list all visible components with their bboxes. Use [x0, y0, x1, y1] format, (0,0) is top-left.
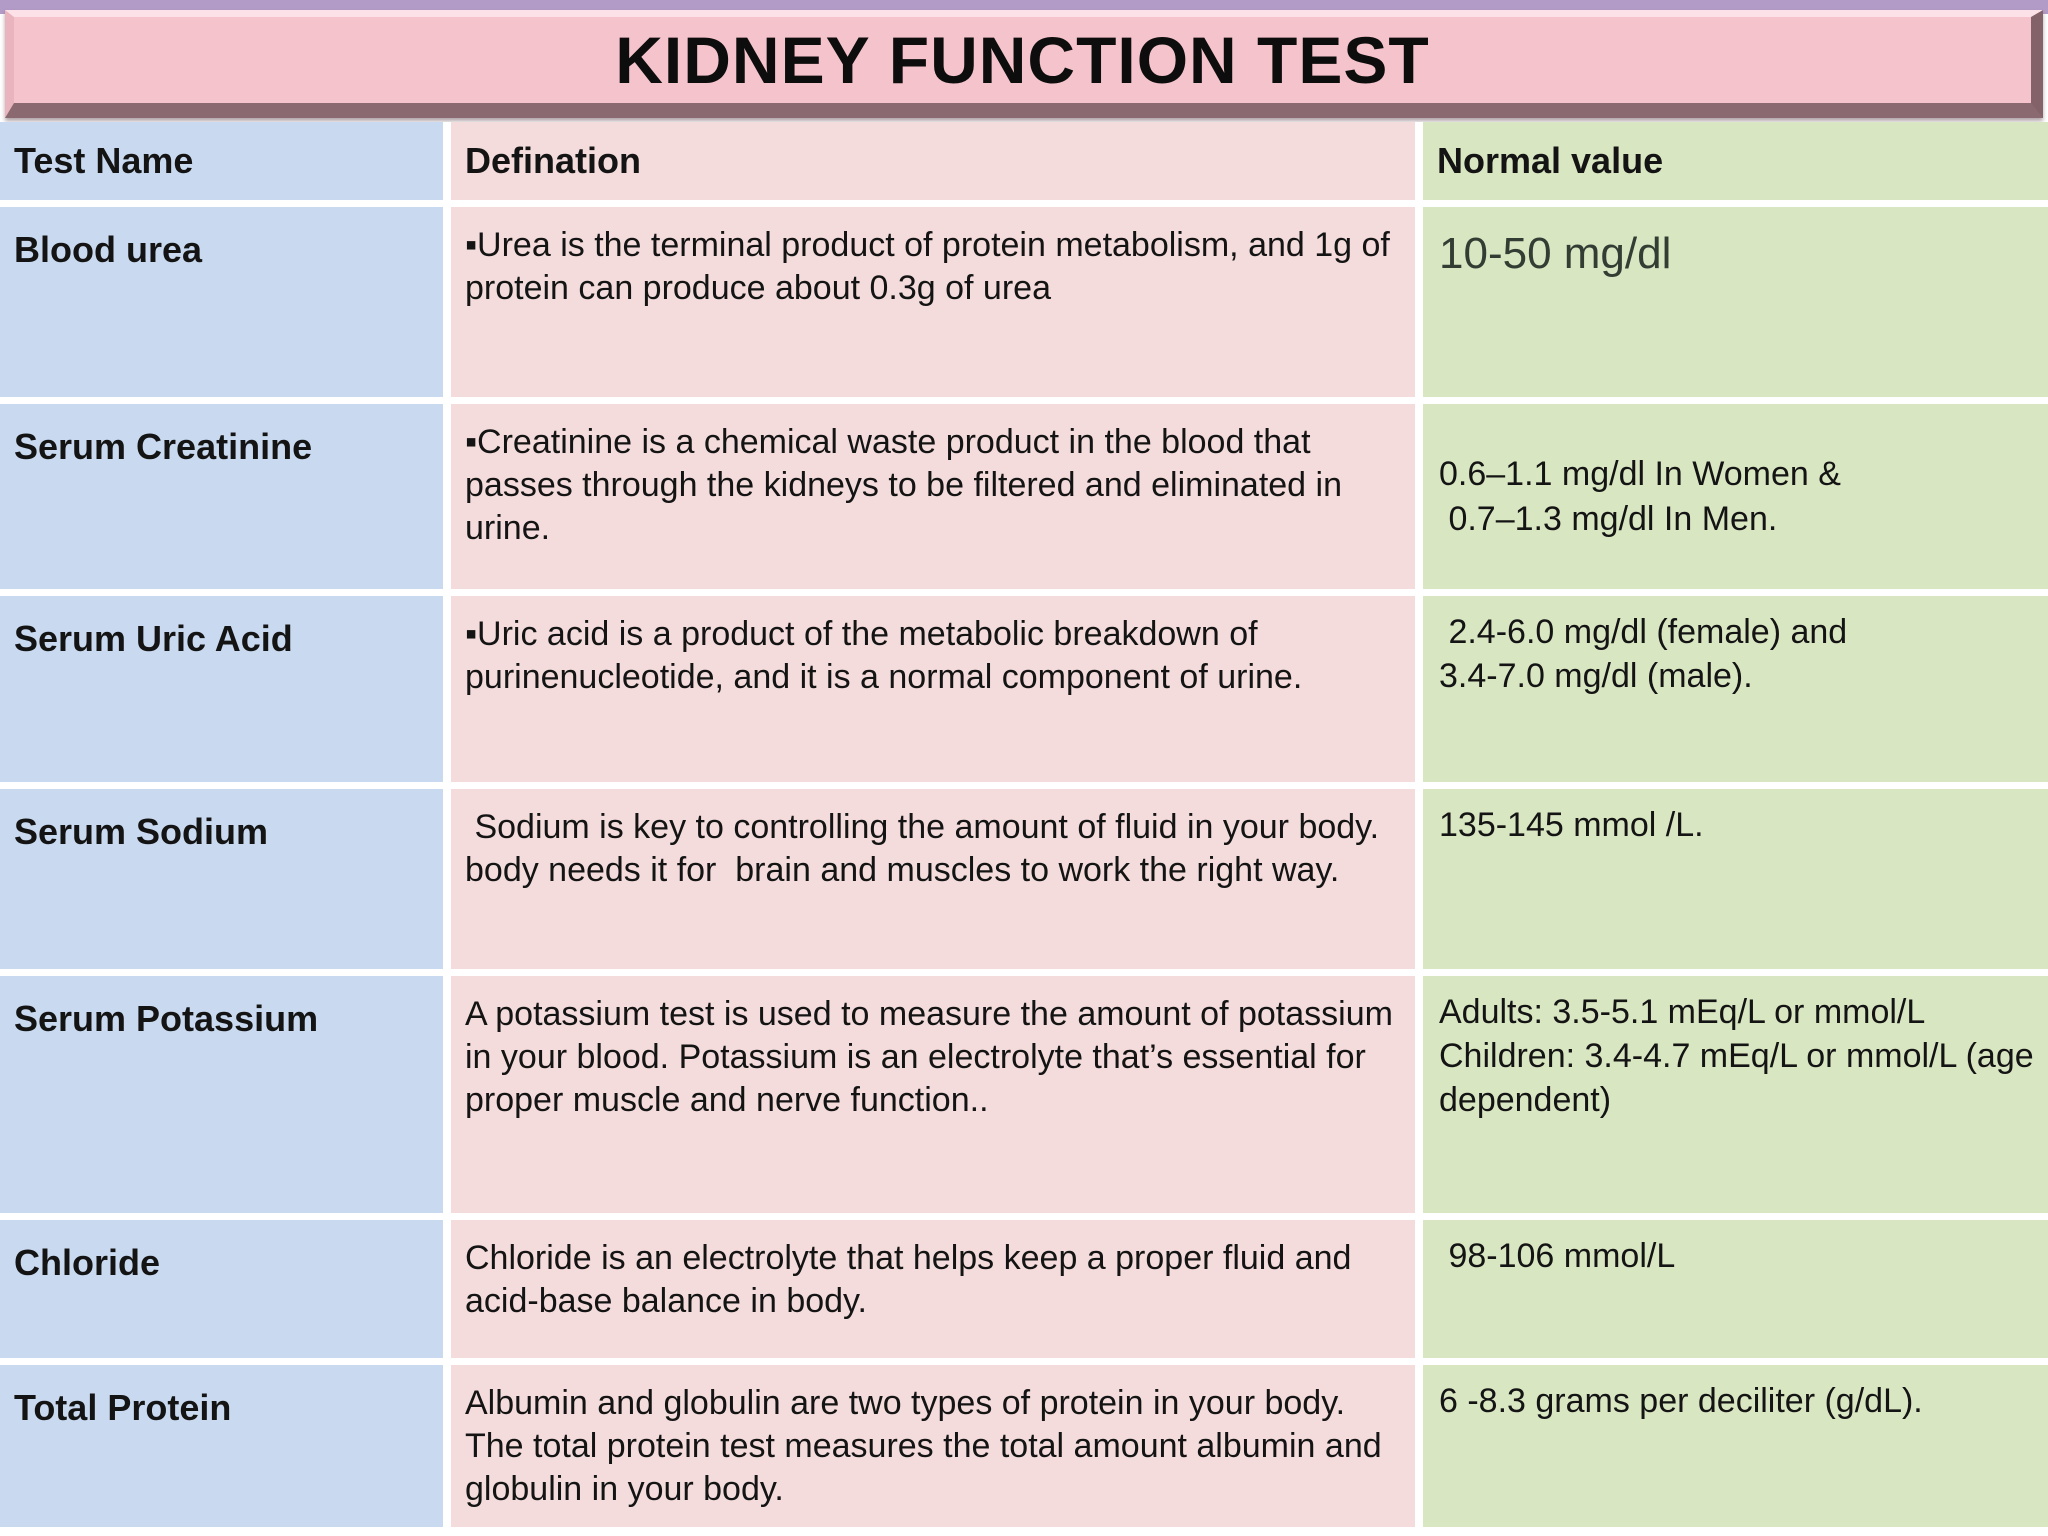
- column-header-test-name: Test Name: [0, 122, 443, 200]
- normal-value-cell: Adults: 3.5-5.1 mEq/L or mmol/L Children…: [1423, 976, 2048, 1213]
- definition-cell: Albumin and globulin are two types of pr…: [451, 1365, 1415, 1527]
- definition-cell: Chloride is an electrolyte that helps ke…: [451, 1220, 1415, 1358]
- test-name-cell: Chloride: [0, 1220, 443, 1358]
- normal-value-cell: 98-106 mmol/L: [1423, 1220, 2048, 1358]
- column-header-defination: Defination: [451, 122, 1415, 200]
- definition-cell: ▪Uric acid is a product of the metabolic…: [451, 596, 1415, 782]
- page-title: KIDNEY FUNCTION TEST: [615, 23, 1430, 97]
- test-name-cell: Serum Uric Acid: [0, 596, 443, 782]
- title-banner: KIDNEY FUNCTION TEST: [5, 10, 2043, 118]
- kidney-function-table: Test Name Defination Normal value Blood …: [0, 122, 2048, 1527]
- column-header-normal-value: Normal value: [1423, 122, 2048, 200]
- definition-cell: ▪Urea is the terminal product of protein…: [451, 207, 1415, 397]
- normal-value-cell: 135-145 mmol /L.: [1423, 789, 2048, 969]
- definition-cell: ▪Creatinine is a chemical waste product …: [451, 404, 1415, 589]
- normal-value-cell: 2.4-6.0 mg/dl (female) and 3.4-7.0 mg/dl…: [1423, 596, 2048, 782]
- test-name-cell: Serum Creatinine: [0, 404, 443, 589]
- normal-value-cell: 0.6–1.1 mg/dl In Women & 0.7–1.3 mg/dl I…: [1423, 404, 2048, 589]
- test-name-cell: Blood urea: [0, 207, 443, 397]
- normal-value-cell: 10-50 mg/dl: [1423, 207, 2048, 397]
- test-name-cell: Total Protein: [0, 1365, 443, 1527]
- test-name-cell: Serum Potassium: [0, 976, 443, 1213]
- normal-value-cell: 6 -8.3 grams per deciliter (g/dL).: [1423, 1365, 2048, 1527]
- definition-cell: Sodium is key to controlling the amount …: [451, 789, 1415, 969]
- test-name-cell: Serum Sodium: [0, 789, 443, 969]
- definition-cell: A potassium test is used to measure the …: [451, 976, 1415, 1213]
